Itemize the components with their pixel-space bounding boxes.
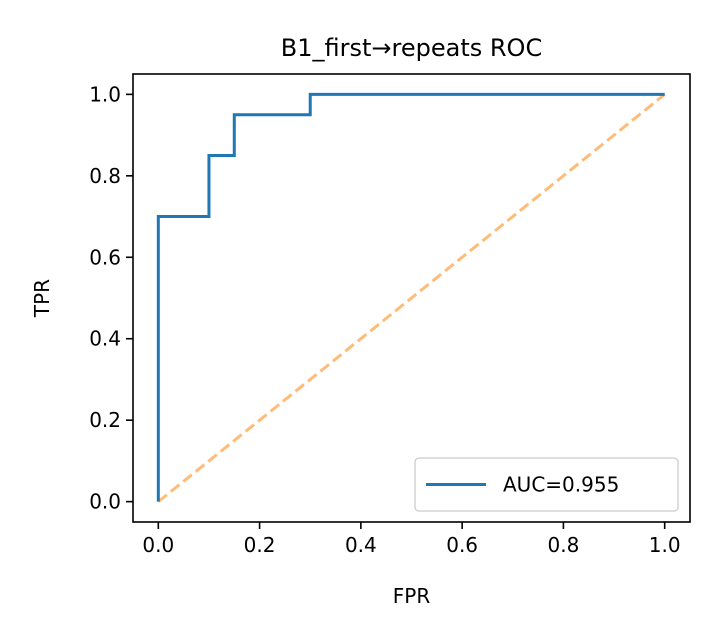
- x-axis-ticks: 0.0 0.2 0.4 0.6 0.8 1.0: [142, 522, 681, 557]
- x-tick-label: 0.2: [244, 533, 276, 557]
- y-axis-ticks: 0.0 0.2 0.4 0.6 0.8 1.0: [89, 82, 133, 514]
- roc-curve-line: [156, 92, 665, 502]
- plot-frame: [132, 73, 691, 523]
- legend-box: [414, 457, 679, 512]
- legend-label: AUC=0.955: [503, 473, 619, 497]
- y-axis-label: TPR: [30, 279, 54, 318]
- x-tick-label: 0.8: [548, 533, 580, 557]
- y-tick-label: 0.6: [89, 245, 121, 269]
- y-tick-label: 0.2: [89, 408, 121, 432]
- y-tick-label: 0.8: [89, 164, 121, 188]
- y-tick-label: 1.0: [89, 82, 121, 106]
- plot-lines: [156, 92, 666, 503]
- x-tick-label: 1.0: [649, 533, 681, 557]
- chart-title: B1_first→repeats ROC: [281, 34, 542, 62]
- x-axis-label: FPR: [393, 584, 431, 608]
- y-tick-label: 0.4: [89, 327, 121, 351]
- x-tick-label: 0.4: [345, 533, 377, 557]
- legend: AUC=0.955: [414, 457, 679, 512]
- chance-diagonal-line: [157, 93, 666, 503]
- x-tick-label: 0.0: [142, 533, 174, 557]
- y-tick-label: 0.0: [89, 490, 121, 514]
- x-tick-label: 0.6: [446, 533, 478, 557]
